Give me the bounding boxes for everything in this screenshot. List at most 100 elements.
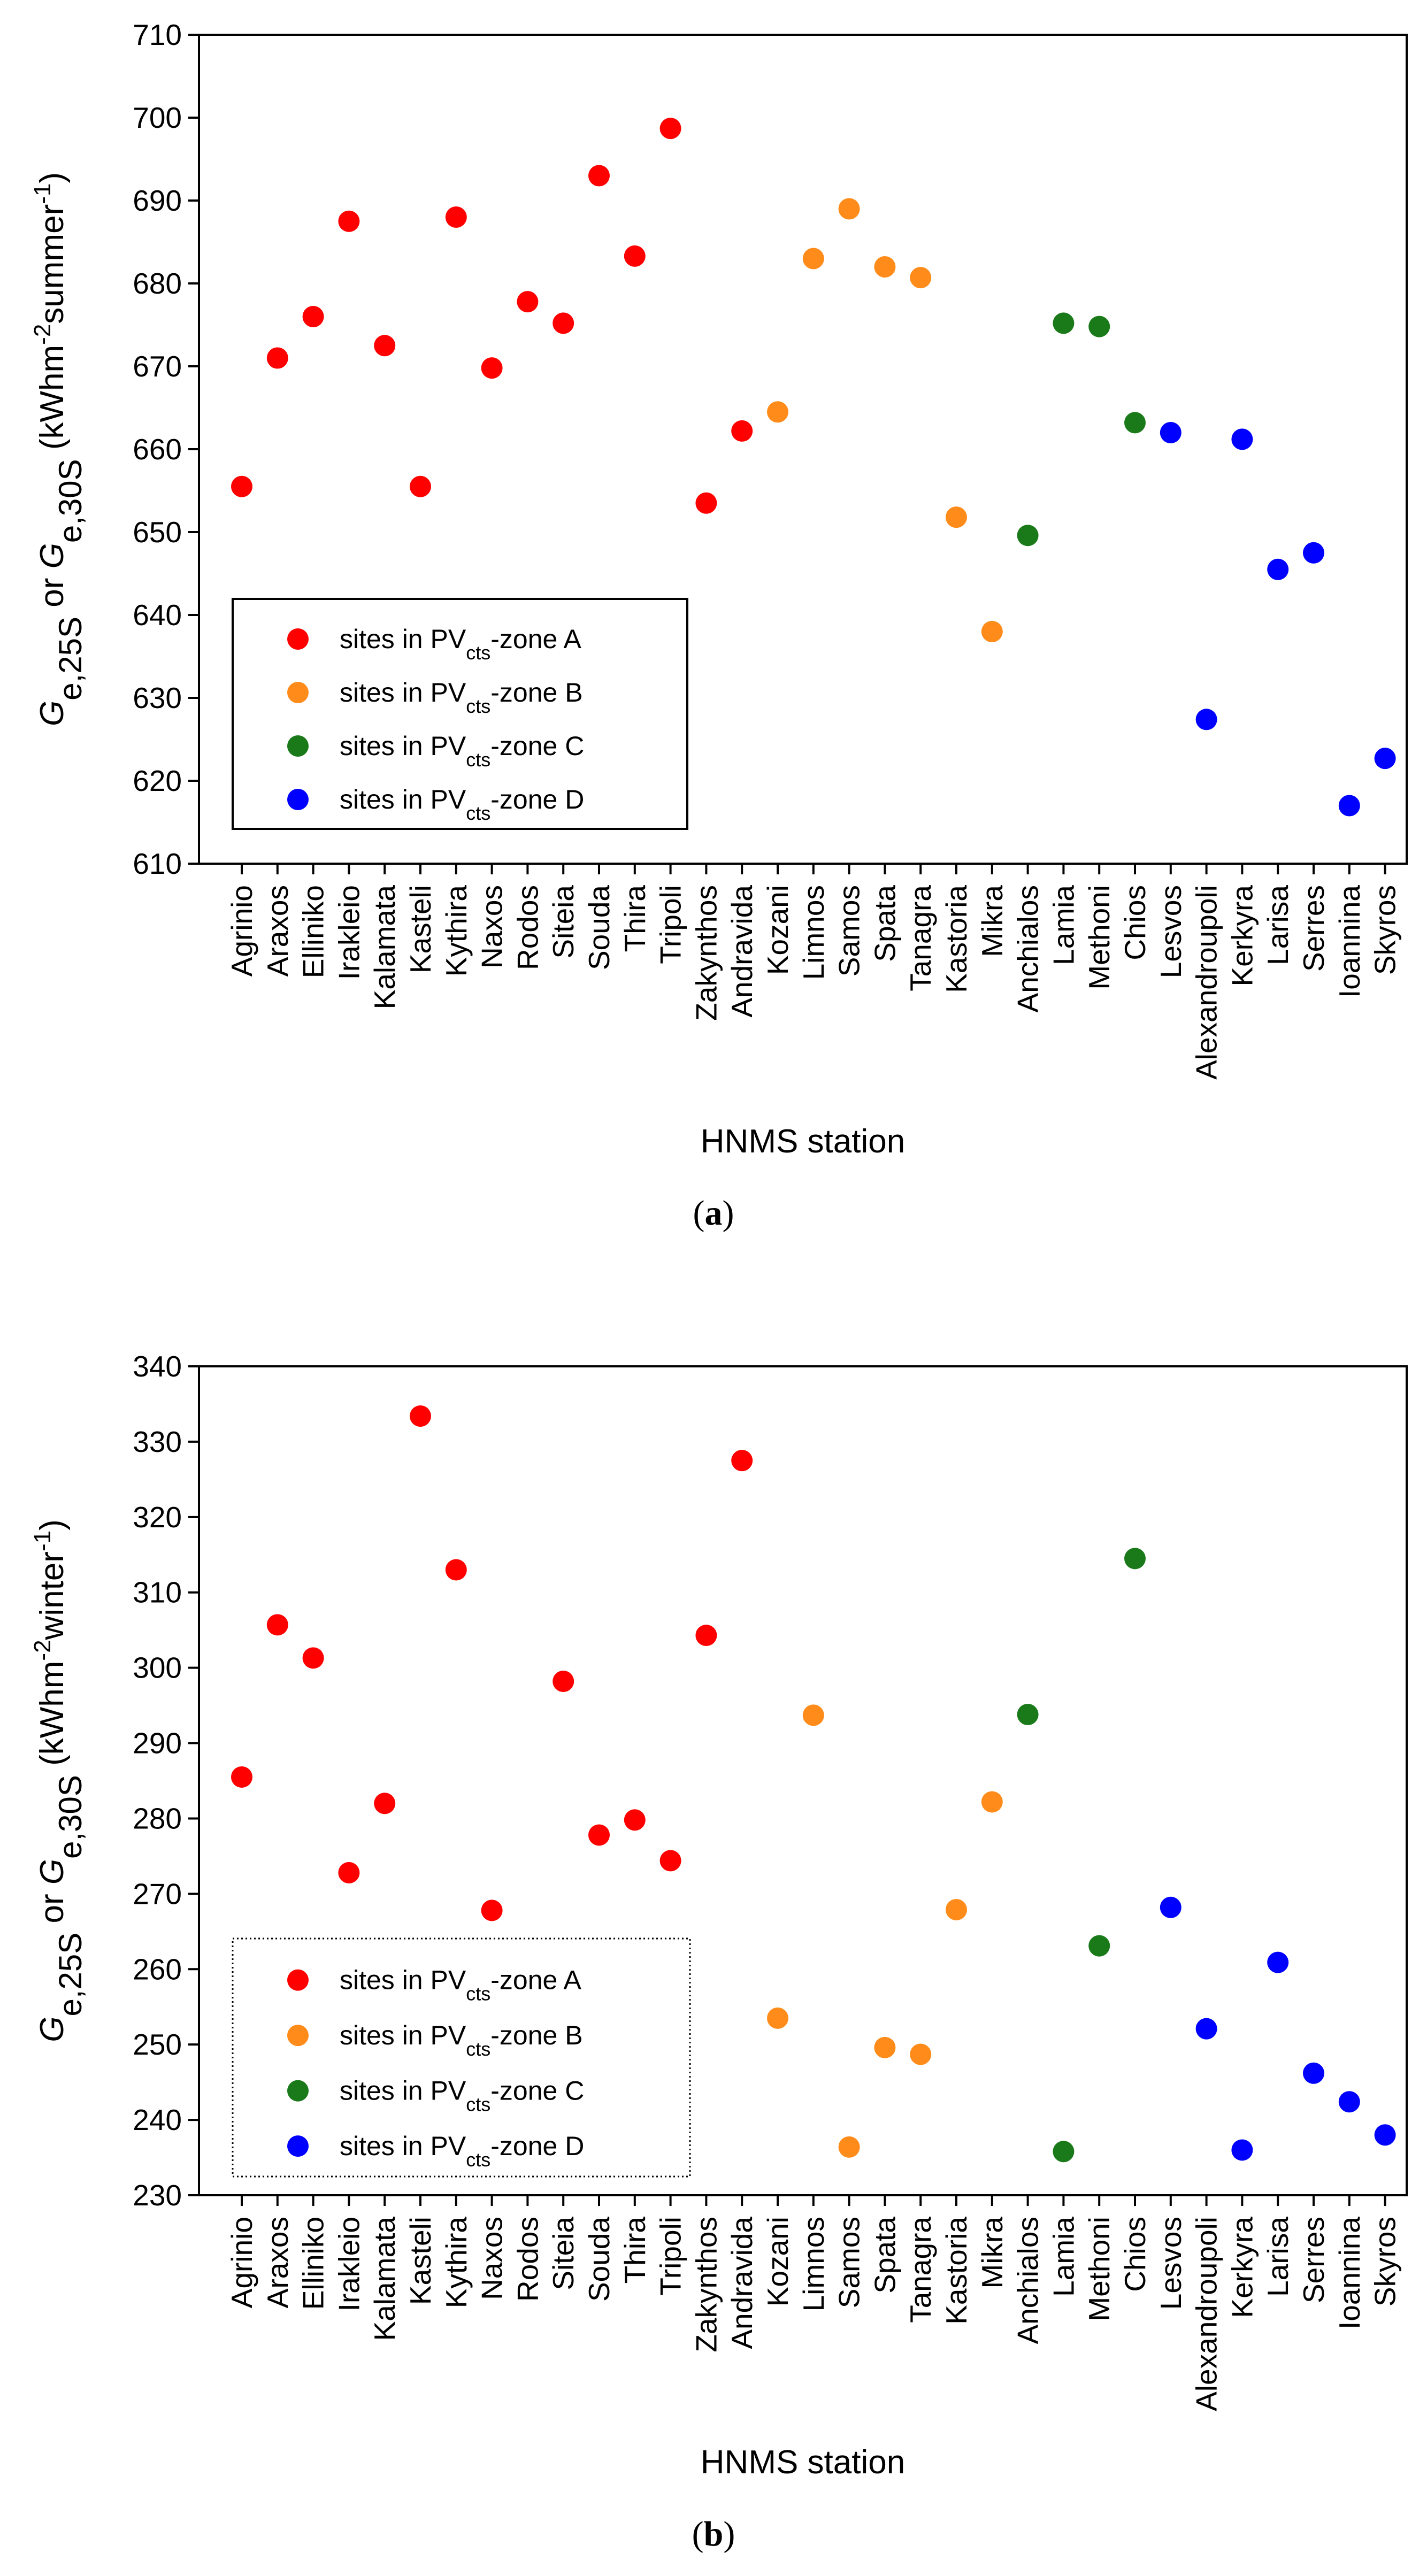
x-tick-label: Tanagra bbox=[904, 2217, 937, 2323]
data-point-souda bbox=[588, 165, 610, 187]
legend-label-zone-c: sites in PVcts-zone C bbox=[340, 731, 584, 771]
x-tick-label: Alexandroupoli bbox=[1190, 885, 1223, 1080]
x-tick-label: Andravida bbox=[725, 2217, 758, 2349]
y-tick-label: 280 bbox=[133, 1802, 182, 1835]
x-tick-label: Tripoli bbox=[654, 885, 687, 964]
data-point-kastoria bbox=[946, 506, 967, 528]
data-point-anchialos bbox=[1017, 525, 1039, 547]
x-tick-label: Mikra bbox=[976, 885, 1009, 957]
y-tick-label: 340 bbox=[133, 1350, 182, 1383]
data-point-irakleio bbox=[338, 210, 360, 232]
x-tick-label: Kerkyra bbox=[1225, 2217, 1259, 2318]
x-tick-label: Rodos bbox=[511, 2217, 544, 2302]
x-tick-label: Thira bbox=[618, 885, 651, 952]
data-point-irakleio bbox=[338, 1862, 360, 1883]
legend-label-zone-b: sites in PVcts-zone B bbox=[340, 678, 583, 717]
data-point-skyros bbox=[1374, 2124, 1396, 2146]
data-point-skyros bbox=[1374, 748, 1396, 770]
x-tick-label: Serres bbox=[1297, 885, 1330, 972]
data-point-alexandroupoli bbox=[1195, 2018, 1217, 2040]
x-tick-label: Ioannina bbox=[1333, 2217, 1366, 2329]
data-point-chios bbox=[1124, 1548, 1146, 1570]
x-tick-label: Andravida bbox=[725, 885, 758, 1018]
x-tick-label: Naxos bbox=[475, 2217, 509, 2300]
data-point-andravida bbox=[731, 1450, 753, 1472]
data-point-naxos bbox=[481, 357, 503, 379]
data-point-alexandroupoli bbox=[1195, 709, 1217, 730]
data-point-andravida bbox=[731, 420, 753, 442]
legend-label-zone-b: sites in PVcts-zone B bbox=[340, 2020, 583, 2060]
x-tick-label: Araxos bbox=[261, 885, 294, 976]
y-tick-label: 610 bbox=[133, 847, 182, 880]
legend-marker-zone-a bbox=[287, 1969, 309, 1991]
x-tick-label: Agrinio bbox=[225, 885, 258, 976]
y-tick-label: 710 bbox=[133, 18, 182, 51]
legend-marker-zone-b bbox=[287, 682, 309, 703]
data-point-araxos bbox=[266, 347, 288, 369]
x-tick-label: Kythira bbox=[440, 2217, 473, 2309]
data-point-lamia bbox=[1053, 2141, 1075, 2163]
x-tick-label: Mikra bbox=[976, 2217, 1009, 2289]
x-tick-label: Limnos bbox=[797, 885, 830, 980]
data-point-lesvos bbox=[1160, 422, 1182, 443]
chart-panel-a: 610 620 630 640 650 660 670 680 690 700 710 Agrinio… bbox=[29, 18, 1408, 1233]
data-point-rodos bbox=[517, 291, 539, 313]
x-tick-label: Lamia bbox=[1047, 2217, 1080, 2297]
data-point-tanagra bbox=[910, 2043, 932, 2065]
x-tick-label: Methoni bbox=[1083, 2217, 1116, 2321]
x-tick-label: Kasteli bbox=[404, 885, 437, 973]
x-tick-label: Kalamata bbox=[368, 885, 401, 1010]
x-tick-label: Chios bbox=[1118, 2217, 1152, 2292]
legend-marker-zone-a bbox=[287, 628, 309, 650]
chart-panel-b: 230 240 250 260 270 280 290 300 310 320 330 340 Agri… bbox=[29, 1350, 1408, 2554]
x-tick-label: Anchialos bbox=[1011, 885, 1045, 1012]
data-point-lesvos bbox=[1160, 1896, 1182, 1918]
data-point-lamia bbox=[1053, 312, 1075, 334]
x-tick-label: Tanagra bbox=[904, 885, 937, 991]
x-tick-label: Elliniko bbox=[297, 2217, 330, 2310]
data-point-mikra bbox=[981, 621, 1003, 642]
data-point-kasteli bbox=[410, 1405, 431, 1427]
x-tick-label: Serres bbox=[1297, 2217, 1330, 2303]
data-point-elliniko bbox=[302, 306, 324, 327]
panel-caption: (b) bbox=[692, 2515, 735, 2554]
y-tick-label: 270 bbox=[133, 1877, 182, 1910]
data-point-naxos bbox=[481, 1900, 503, 1921]
x-tick-label: Skyros bbox=[1369, 885, 1402, 975]
x-tick-label: Kalamata bbox=[368, 2217, 401, 2341]
x-tick-label: Elliniko bbox=[297, 885, 330, 978]
y-tick-label: 250 bbox=[133, 2028, 182, 2061]
y-tick-label: 260 bbox=[133, 1952, 182, 1986]
x-tick-label: Larisa bbox=[1261, 885, 1294, 965]
x-tick-label: Kastoria bbox=[940, 2217, 973, 2325]
data-point-anchialos bbox=[1017, 1704, 1039, 1725]
y-tick-label: 230 bbox=[133, 2179, 182, 2212]
x-tick-label: Chios bbox=[1118, 885, 1152, 960]
x-tick-label: Naxos bbox=[475, 885, 509, 968]
data-point-kastoria bbox=[946, 1898, 967, 1920]
y-tick-label: 650 bbox=[133, 516, 182, 549]
data-point-araxos bbox=[266, 1614, 288, 1636]
x-tick-label: Souda bbox=[582, 885, 616, 970]
x-tick-label: Kozani bbox=[761, 885, 794, 975]
data-point-methoni bbox=[1088, 1935, 1110, 1957]
data-point-kerkyra bbox=[1231, 2139, 1253, 2161]
legend-label-zone-d: sites in PVcts-zone D bbox=[340, 785, 584, 824]
x-tick-label: Kasteli bbox=[404, 2217, 437, 2305]
x-tick-label: Agrinio bbox=[225, 2217, 258, 2308]
y-tick-label: 630 bbox=[133, 681, 182, 714]
legend-label-zone-d: sites in PVcts-zone D bbox=[340, 2131, 584, 2171]
x-tick-label: Skyros bbox=[1369, 2217, 1402, 2306]
data-point-kythira bbox=[445, 1559, 467, 1581]
data-point-limnos bbox=[802, 248, 824, 270]
y-tick-label: 320 bbox=[133, 1501, 182, 1534]
data-point-zakynthos bbox=[695, 492, 717, 514]
data-point-siteia bbox=[553, 312, 574, 334]
x-tick-label: Lesvos bbox=[1154, 2217, 1187, 2310]
y-tick-label: 300 bbox=[133, 1651, 182, 1685]
x-tick-label: Tripoli bbox=[654, 2217, 687, 2296]
x-tick-label: Methoni bbox=[1083, 885, 1116, 990]
y-axis-title: Ge,25S or Ge,30S (kWhm-2summer-1) bbox=[29, 172, 88, 726]
data-point-kerkyra bbox=[1231, 428, 1253, 450]
data-point-thira bbox=[624, 1809, 646, 1831]
